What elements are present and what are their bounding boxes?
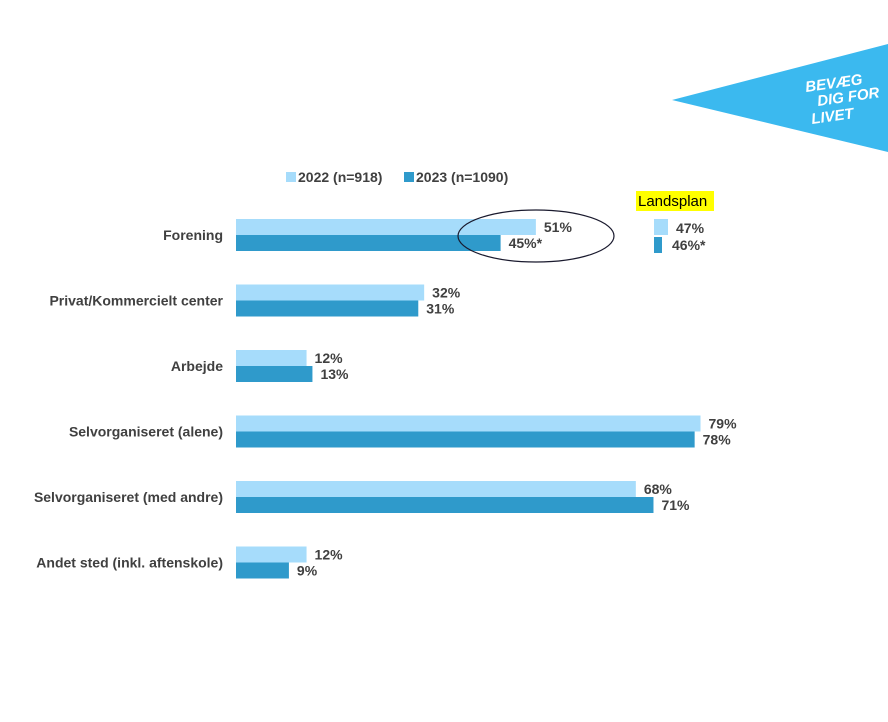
bar-2023 bbox=[236, 366, 313, 382]
bar-2022 bbox=[236, 350, 307, 366]
bar-2023 bbox=[236, 562, 289, 579]
landsplan-bar-2023 bbox=[654, 237, 662, 253]
legend-swatch-2023 bbox=[404, 172, 414, 182]
data-label: 68% bbox=[644, 481, 673, 497]
legend-label-2023: 2023 (n=1090) bbox=[416, 169, 508, 185]
data-label: 12% bbox=[315, 350, 344, 366]
data-label: 78% bbox=[703, 432, 732, 448]
bar-2023 bbox=[236, 300, 419, 317]
logo: BEVÆG DIG FOR LIVET bbox=[672, 44, 888, 152]
data-label: 79% bbox=[709, 416, 738, 432]
logo-line-3: LIVET bbox=[810, 105, 856, 128]
landsplan-value-2022: 47% bbox=[676, 220, 705, 236]
landsplan-value-2023: 46%* bbox=[672, 237, 706, 253]
legend-swatch-2022 bbox=[286, 172, 296, 182]
plot-area: Forening 51%45%* Privat/Kommercielt center… bbox=[34, 219, 737, 579]
landsplan-title-highlight bbox=[636, 191, 714, 211]
legend: 2022 (n=918) 2023 (n=1090) bbox=[286, 169, 508, 185]
data-label: 32% bbox=[432, 285, 461, 301]
landsplan-bar-2022 bbox=[654, 219, 668, 235]
data-label: 13% bbox=[320, 366, 349, 382]
logo-banner-shape bbox=[672, 44, 888, 152]
data-label: 51% bbox=[544, 219, 573, 235]
category-label: Selvorganiseret (med andre) bbox=[34, 489, 223, 505]
bar-2023 bbox=[236, 497, 654, 513]
bar-2022 bbox=[236, 481, 636, 497]
data-label: 9% bbox=[297, 563, 318, 579]
category-label: Arbejde bbox=[171, 358, 223, 374]
bar-2022 bbox=[236, 415, 701, 432]
highlight-ellipse bbox=[457, 209, 615, 263]
data-label: 12% bbox=[315, 547, 344, 563]
bar-2023 bbox=[236, 235, 501, 251]
category-label: Privat/Kommercielt center bbox=[49, 293, 223, 309]
bar-2022 bbox=[236, 219, 536, 235]
data-label: 71% bbox=[661, 497, 690, 513]
bar-2022 bbox=[236, 546, 307, 563]
category-label: Andet sted (inkl. aftenskole) bbox=[36, 555, 223, 571]
bar-2022 bbox=[236, 284, 425, 301]
category-label: Forening bbox=[163, 227, 223, 243]
bar-2023 bbox=[236, 431, 695, 448]
landsplan-panel: Landsplan 47% 46%* bbox=[636, 191, 714, 253]
landsplan-title: Landsplan bbox=[638, 193, 707, 210]
category-label: Selvorganiseret (alene) bbox=[69, 424, 223, 440]
data-label: 45%* bbox=[509, 235, 543, 251]
legend-label-2022: 2022 (n=918) bbox=[298, 169, 382, 185]
data-label: 31% bbox=[426, 301, 455, 317]
